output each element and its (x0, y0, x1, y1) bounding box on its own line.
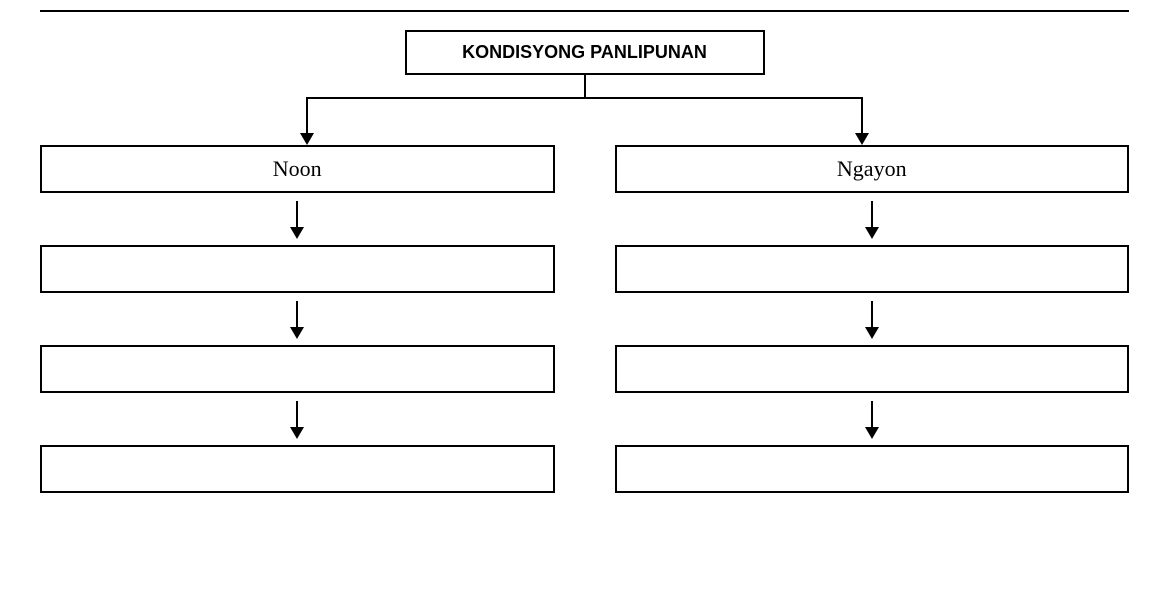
connector-drop-left (306, 97, 308, 143)
right-header-text: Ngayon (837, 156, 907, 182)
connector-stub (584, 75, 586, 97)
title-box: KONDISYONG PANLIPUNAN (405, 30, 765, 75)
left-header-text: Noon (273, 156, 322, 182)
arrow-down-icon (296, 401, 298, 437)
connector-horizontal (307, 97, 862, 99)
left-row-1 (40, 245, 555, 293)
title-text: KONDISYONG PANLIPUNAN (462, 42, 707, 62)
right-row-3 (615, 445, 1130, 493)
diagram-container: KONDISYONG PANLIPUNAN Noon (40, 10, 1129, 493)
connector-drop-right (861, 97, 863, 143)
top-rule (40, 10, 1129, 12)
right-column: Ngayon (615, 145, 1130, 493)
left-row-2 (40, 345, 555, 393)
arrow-down-icon (871, 301, 873, 337)
right-header-box: Ngayon (615, 145, 1130, 193)
left-row-3 (40, 445, 555, 493)
arrow-down-icon (871, 401, 873, 437)
left-header-box: Noon (40, 145, 555, 193)
arrow-down-icon (296, 201, 298, 237)
arrow-down-icon (296, 301, 298, 337)
right-row-1 (615, 245, 1130, 293)
right-row-2 (615, 345, 1130, 393)
left-column: Noon (40, 145, 555, 493)
branch-connector (40, 75, 1129, 145)
columns-wrap: Noon Ngayon (40, 145, 1129, 493)
arrow-down-icon (871, 201, 873, 237)
